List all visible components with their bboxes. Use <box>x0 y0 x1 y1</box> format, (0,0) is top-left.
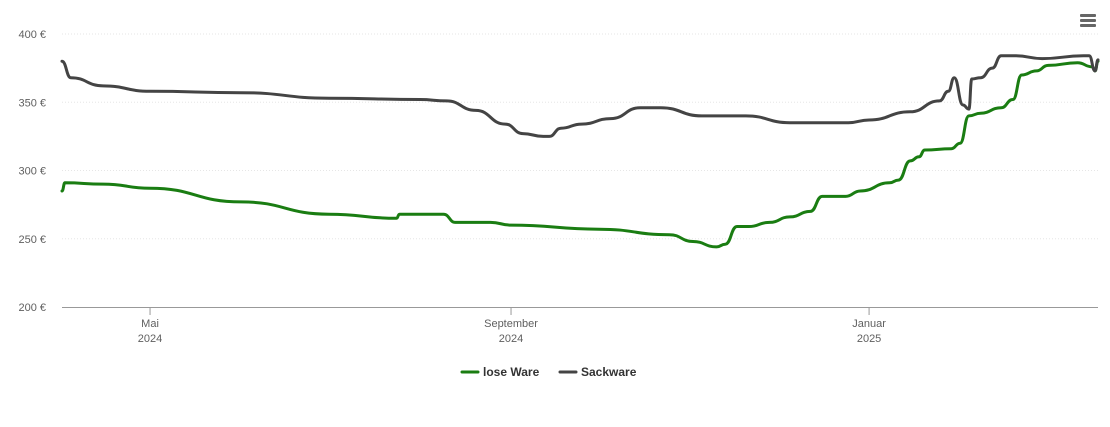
hamburger-menu-icon[interactable] <box>1080 14 1096 27</box>
legend-item-1[interactable]: Sackware <box>558 365 637 379</box>
x-axis: Mai 2024 September 2024 Januar 2025 <box>62 307 1098 345</box>
y-tick-label: 400 € <box>18 29 46 41</box>
series-line-1[interactable] <box>60 54 1100 138</box>
y-tick-label: 300 € <box>18 166 46 178</box>
x-tick-month-label: Januar <box>852 318 886 330</box>
legend-label: lose Ware <box>483 365 540 379</box>
y-tick-label: 200 € <box>18 302 46 314</box>
y-axis-ticks: 200 € 250 € 300 € 350 € 400 € <box>18 29 46 314</box>
legend-label: Sackware <box>581 365 637 379</box>
x-tick-month-label: September <box>484 318 538 330</box>
x-tick-month-label: Mai <box>141 318 159 330</box>
x-tick-year-label: 2024 <box>499 333 523 345</box>
y-tick-label: 250 € <box>18 234 46 246</box>
legend-item-0[interactable]: lose Ware <box>460 365 540 379</box>
legend[interactable]: lose Ware Sackware <box>460 365 637 379</box>
series-line-0[interactable] <box>60 59 1100 249</box>
x-tick-year-label: 2024 <box>138 333 162 345</box>
grid-lines <box>62 33 1098 240</box>
x-tick-year-label: 2025 <box>857 333 881 345</box>
y-tick-label: 350 € <box>18 97 46 109</box>
series-lines <box>60 54 1100 249</box>
